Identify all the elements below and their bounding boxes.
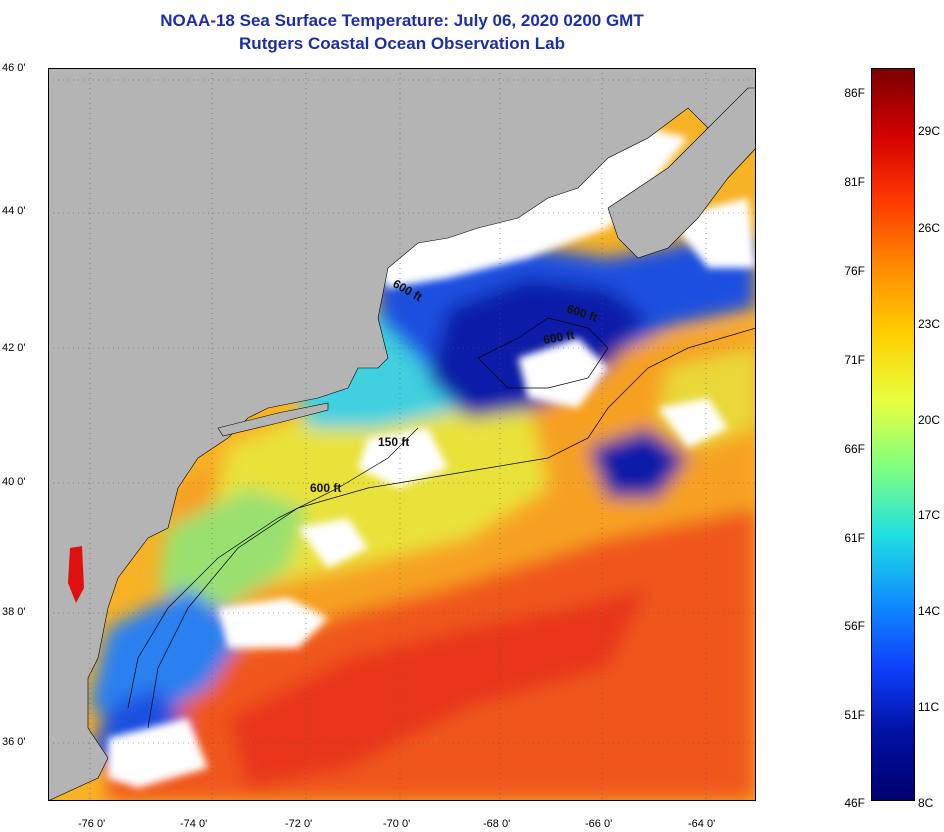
lat-label: 42 0' <box>2 342 26 354</box>
lon-label: -66 0' <box>585 818 613 830</box>
temperature-field <box>88 238 756 801</box>
temperature-colorbar <box>871 68 915 801</box>
lon-label: -74 0' <box>180 818 208 830</box>
lat-label: 44 0' <box>2 205 26 217</box>
colorbar-f-label: 86F <box>844 86 865 100</box>
lon-label: -68 0' <box>483 818 511 830</box>
sst-map-canvas: 600 ft 600 ft 600 ft 150 ft 600 ft <box>48 68 756 801</box>
nova-scotia <box>607 87 756 259</box>
colorbar-f-label: 66F <box>844 442 865 456</box>
lat-label: 36 0' <box>2 736 26 748</box>
cloud-mid-shelf <box>218 598 328 648</box>
colorbar-f-label: 61F <box>844 531 865 545</box>
contour-label: 600 ft <box>542 328 575 347</box>
eastern-cold-eddy <box>588 428 688 498</box>
cloud-shelf <box>298 518 368 568</box>
colorbar-c-label: 8C <box>918 796 934 810</box>
colorbar-c-label: 29C <box>918 124 941 138</box>
gulf-stream-core <box>228 588 648 788</box>
contour-label: 150 ft <box>378 435 409 449</box>
map-title: NOAA-18 Sea Surface Temperature: July 06… <box>160 11 644 30</box>
long-island <box>217 402 329 437</box>
colorbar-f-label: 81F <box>844 175 865 189</box>
map-border <box>48 68 756 801</box>
coastal-blue <box>88 588 248 728</box>
colorbar-c-label: 17C <box>918 508 941 522</box>
contour-label: 600 ft <box>310 481 341 495</box>
colorbar-f-label: 51F <box>844 708 865 722</box>
colorbar-f-label: 71F <box>844 353 865 367</box>
cloud-south <box>108 718 208 788</box>
colorbar-f-label: 46F <box>844 796 865 810</box>
colorbar-f-label: 76F <box>844 264 865 278</box>
map-subtitle: Rutgers Coastal Ocean Observation Lab <box>239 34 565 53</box>
colorbar-c-label: 26C <box>918 221 941 235</box>
cloud-georges <box>518 338 608 408</box>
sst-map: 600 ft 600 ft 600 ft 150 ft 600 ft <box>48 68 756 801</box>
colorbar-c-label: 20C <box>918 413 941 427</box>
land-mass <box>48 68 756 801</box>
lat-label: 46 0' <box>2 62 26 74</box>
graticule <box>48 68 756 801</box>
colorbar-c-label: 11C <box>918 700 940 714</box>
lon-label: -64 0' <box>688 818 716 830</box>
cloud-cape-cod <box>358 428 448 488</box>
colorbar-c-label: 14C <box>918 604 941 618</box>
lon-label: -76 0' <box>78 818 106 830</box>
lon-label: -70 0' <box>383 818 411 830</box>
colorbar-c-label: 23C <box>918 317 941 331</box>
cloud-east <box>658 398 728 448</box>
lat-label: 38 0' <box>2 606 26 618</box>
chesapeake-bay <box>68 546 84 603</box>
contour-600ft <box>147 327 756 729</box>
lon-label: -72 0' <box>285 818 313 830</box>
contour-150ft <box>127 427 419 709</box>
lat-label: 40 0' <box>2 476 26 488</box>
colorbar-f-label: 56F <box>844 619 865 633</box>
